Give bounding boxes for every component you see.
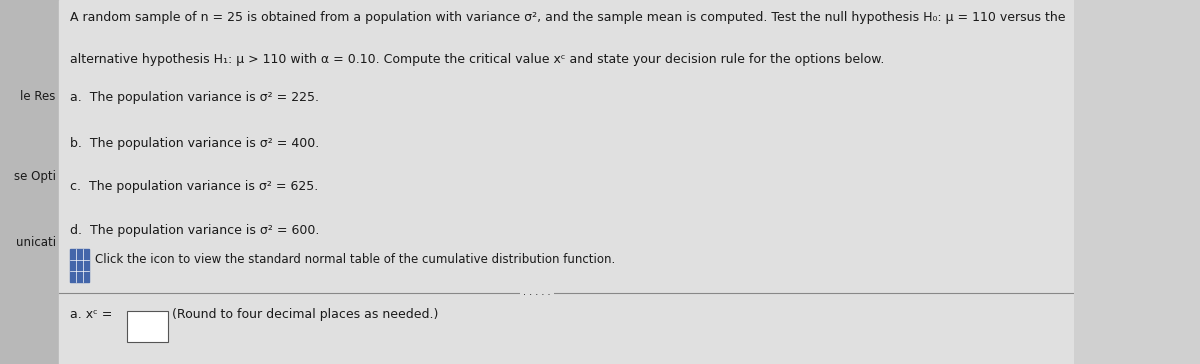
Bar [127,311,168,342]
Bar [0,0,59,364]
Text: se Opti: se Opti [14,170,56,183]
Text: . . . . .: . . . . . [523,287,551,297]
Bar [70,249,89,282]
Text: unicati: unicati [16,236,56,249]
Text: a.  The population variance is σ² = 225.: a. The population variance is σ² = 225. [70,91,319,104]
Text: b.  The population variance is σ² = 400.: b. The population variance is σ² = 400. [70,136,319,150]
Text: alternative hypothesis H₁: μ > 110 with α = 0.10. Compute the critical value xᶜ : alternative hypothesis H₁: μ > 110 with … [70,53,884,66]
Text: a. xᶜ =: a. xᶜ = [70,308,116,321]
Text: A random sample of n = 25 is obtained from a population with variance σ², and th: A random sample of n = 25 is obtained fr… [70,11,1066,24]
Text: Click the icon to view the standard normal table of the cumulative distribution : Click the icon to view the standard norm… [95,253,614,266]
Text: d.  The population variance is σ² = 600.: d. The population variance is σ² = 600. [70,224,319,237]
Text: c.  The population variance is σ² = 625.: c. The population variance is σ² = 625. [70,180,318,193]
Text: (Round to four decimal places as needed.): (Round to four decimal places as needed.… [172,308,438,321]
Text: le Res: le Res [20,90,56,103]
